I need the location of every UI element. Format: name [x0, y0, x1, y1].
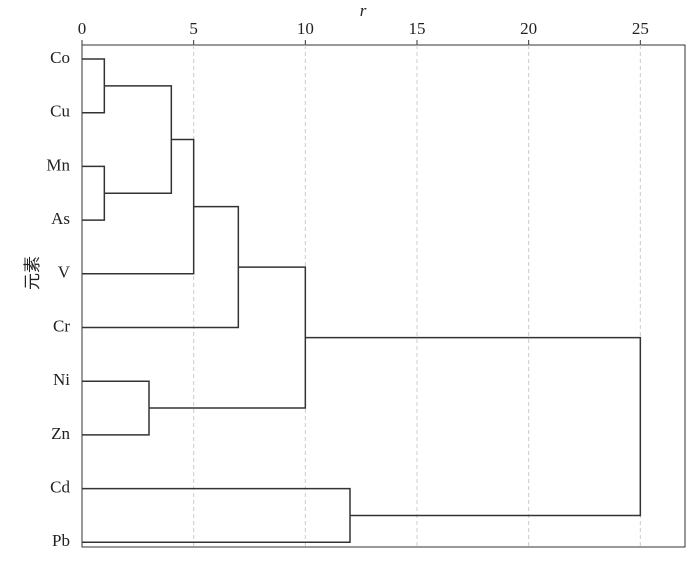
x-axis-label: r: [360, 1, 367, 20]
dendrogram-link: [82, 205, 240, 329]
dendrogram-link: [104, 85, 173, 194]
leaf-label: Mn: [46, 155, 70, 174]
leaf-label: Cr: [53, 316, 70, 335]
dendrogram-link: [82, 58, 106, 114]
leaf-label: Cu: [50, 102, 70, 121]
x-tick-label: 0: [78, 19, 87, 38]
leaf-label: As: [51, 209, 70, 228]
dendrogram-link: [82, 138, 195, 275]
leaf-label: Co: [50, 48, 70, 67]
x-tick-label: 10: [297, 19, 314, 38]
plot-frame: [81, 44, 686, 548]
y-axis-label: 元素: [23, 256, 42, 290]
x-tick-label: 15: [409, 19, 426, 38]
x-tick-label: 5: [189, 19, 198, 38]
x-tick-label: 20: [520, 19, 537, 38]
leaf-label: Zn: [51, 424, 70, 443]
leaf-label: Ni: [53, 370, 70, 389]
leaf-label: Cd: [50, 478, 70, 497]
dendrogram-link: [305, 336, 642, 517]
dendrogram-link: [82, 487, 351, 544]
leaf-label: V: [58, 263, 71, 282]
dendrogram-link: [82, 380, 150, 436]
leaf-label: Pb: [52, 531, 70, 550]
x-tick-label: 25: [632, 19, 649, 38]
dendrogram-link: [82, 165, 106, 221]
dendrogram-link: [149, 266, 307, 409]
